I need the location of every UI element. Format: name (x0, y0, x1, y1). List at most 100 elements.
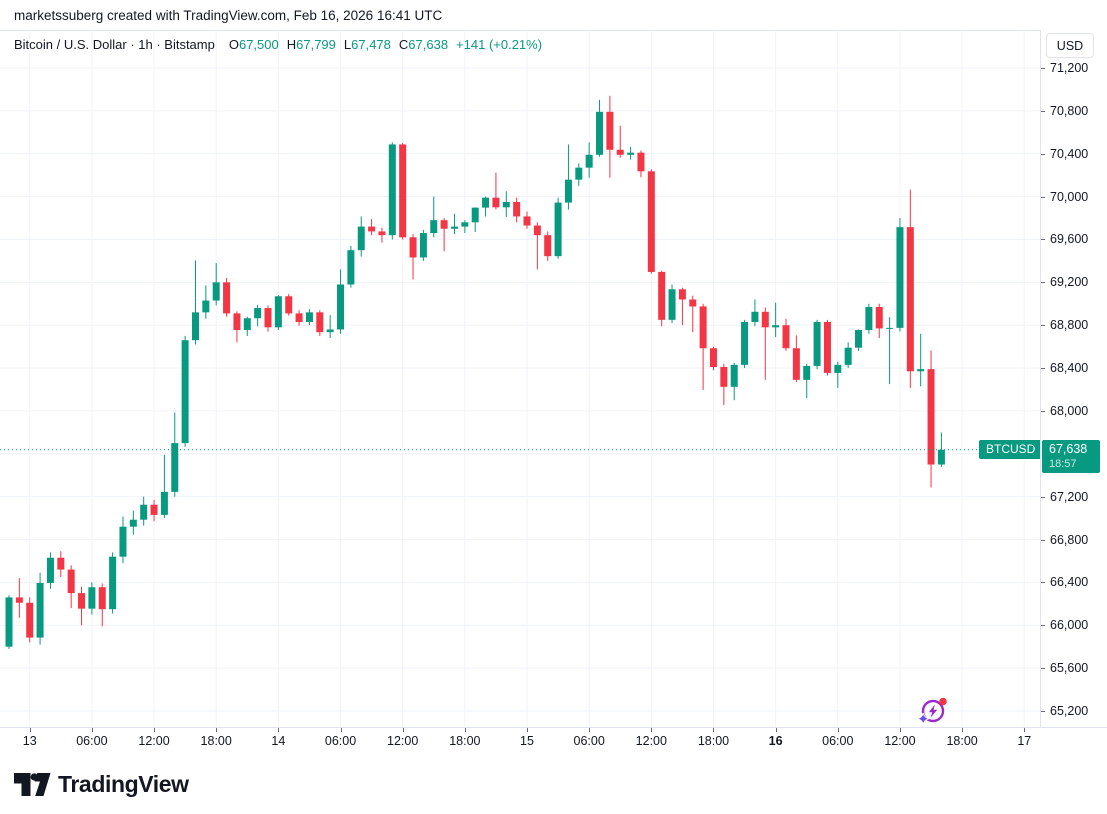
candle-body (150, 504, 158, 515)
candle-body (119, 526, 127, 557)
time-tick-mark (651, 728, 653, 732)
candle-body (347, 250, 355, 285)
price-tick-mark (1041, 582, 1045, 584)
time-tick-mark (1024, 728, 1026, 732)
candlestick-chart[interactable] (0, 30, 1040, 727)
candle-body (834, 364, 842, 373)
tradingview-logo[interactable]: TradingView (14, 771, 189, 798)
candle-body (865, 306, 873, 331)
candle-body (57, 557, 65, 570)
chart-top-border (0, 30, 1107, 31)
candle-body (544, 235, 552, 257)
time-tick-mark (402, 728, 404, 732)
candle-body (823, 321, 831, 373)
time-tick-label: 17 (1017, 734, 1032, 748)
candle-body (637, 152, 645, 172)
candle-body (772, 325, 780, 328)
price-tick-mark (1041, 410, 1045, 412)
price-tick-label: 67,200 (1050, 489, 1089, 504)
price-tick-mark (1041, 711, 1045, 712)
lightning-bolt-icon (928, 704, 938, 718)
candle-body (305, 312, 313, 322)
candle-body (741, 321, 749, 365)
candle-body (274, 296, 282, 328)
candle-body (67, 569, 75, 594)
candle-body (357, 226, 365, 251)
candle-body (129, 519, 137, 527)
symbol-title[interactable]: Bitcoin / U.S. Dollar · 1h · Bitstamp (14, 37, 215, 52)
candle-body (181, 340, 189, 444)
candle-body (875, 306, 883, 329)
time-tick-label: 12:00 (138, 734, 170, 748)
price-tick-label: 68,000 (1050, 403, 1089, 418)
price-tick-mark (1041, 282, 1045, 284)
candle-body (513, 201, 521, 217)
candle-body (855, 330, 863, 348)
time-tick-mark (154, 728, 156, 732)
candle-body (140, 504, 148, 520)
candle-body (399, 144, 407, 238)
candle-body (886, 327, 894, 329)
candle-body (937, 449, 945, 465)
candle-body (906, 227, 914, 372)
candle-body (554, 202, 562, 257)
price-axis[interactable]: USD 67,638 18:57 71,200 70,800 70,400 70,00… (1040, 30, 1107, 727)
change-value: +141 (+0.21%) (456, 37, 543, 52)
candle-body (15, 597, 23, 603)
chart-legend: Bitcoin / U.S. Dollar · 1h · Bitstamp O6… (14, 37, 542, 52)
candle-body (575, 167, 583, 180)
time-tick-label: 06:00 (822, 734, 854, 748)
price-line-symbol-tag: BTCUSD (979, 440, 1040, 460)
price-tick-label: 70,800 (1050, 103, 1089, 118)
candle-body (720, 366, 728, 387)
candle-body (689, 299, 697, 307)
time-tick-label: 18:00 (200, 734, 232, 748)
candle-body (191, 312, 199, 341)
candle-body (606, 111, 614, 150)
chart-pane[interactable]: Bitcoin / U.S. Dollar · 1h · Bitstamp O6… (0, 30, 1040, 727)
price-tick-mark (1041, 368, 1045, 370)
price-tick-mark (1041, 153, 1045, 155)
candle-body (202, 300, 210, 313)
price-tick-mark (1041, 110, 1045, 112)
candle-body (26, 602, 34, 638)
price-tick-mark (1041, 196, 1045, 198)
price-tick-mark (1041, 625, 1045, 627)
time-tick-mark (962, 728, 964, 732)
currency-usd-button[interactable]: USD (1046, 33, 1094, 58)
footer: TradingView (0, 755, 1107, 814)
time-tick-mark (278, 728, 280, 732)
candle-body (482, 197, 490, 208)
time-tick-label: 18:00 (946, 734, 978, 748)
candle-body (616, 149, 624, 155)
time-tick-label: 16 (768, 734, 783, 748)
tradingview-wordmark: TradingView (58, 771, 189, 797)
ohlc-low: L67,478 (343, 37, 391, 52)
time-tick-mark (464, 728, 466, 732)
candle-body (326, 329, 334, 333)
time-axis[interactable]: 13 06:00 12:00 18:00 14 06:00 12:00 18:00 15 06:0… (0, 727, 1107, 756)
candle-body (844, 347, 852, 365)
price-tick-label: 69,600 (1050, 232, 1089, 247)
time-tick-mark (29, 728, 31, 732)
time-tick-label: 13 (22, 734, 37, 748)
candle-body (243, 318, 251, 331)
time-tick-label: 15 (520, 734, 534, 748)
candle-body (160, 491, 168, 515)
attribution-text: marketssuberg created with TradingView.c… (14, 7, 443, 23)
price-tick-label: 69,200 (1050, 275, 1089, 290)
candle-body (647, 171, 655, 272)
tradingview-mark-icon (14, 773, 51, 796)
candle-body (792, 348, 800, 380)
candle-body (78, 593, 86, 609)
ohlc-open: O67,500 (228, 37, 279, 52)
price-tick-label: 65,600 (1050, 661, 1089, 676)
last-price-label: 67,638 18:57 (1042, 439, 1100, 473)
candle-body (5, 597, 13, 647)
candle-body (533, 225, 541, 236)
candle-body (36, 582, 44, 638)
candle-body (264, 308, 272, 328)
candle-body (813, 321, 821, 366)
candle-body (502, 201, 510, 208)
candle-body (171, 443, 179, 492)
